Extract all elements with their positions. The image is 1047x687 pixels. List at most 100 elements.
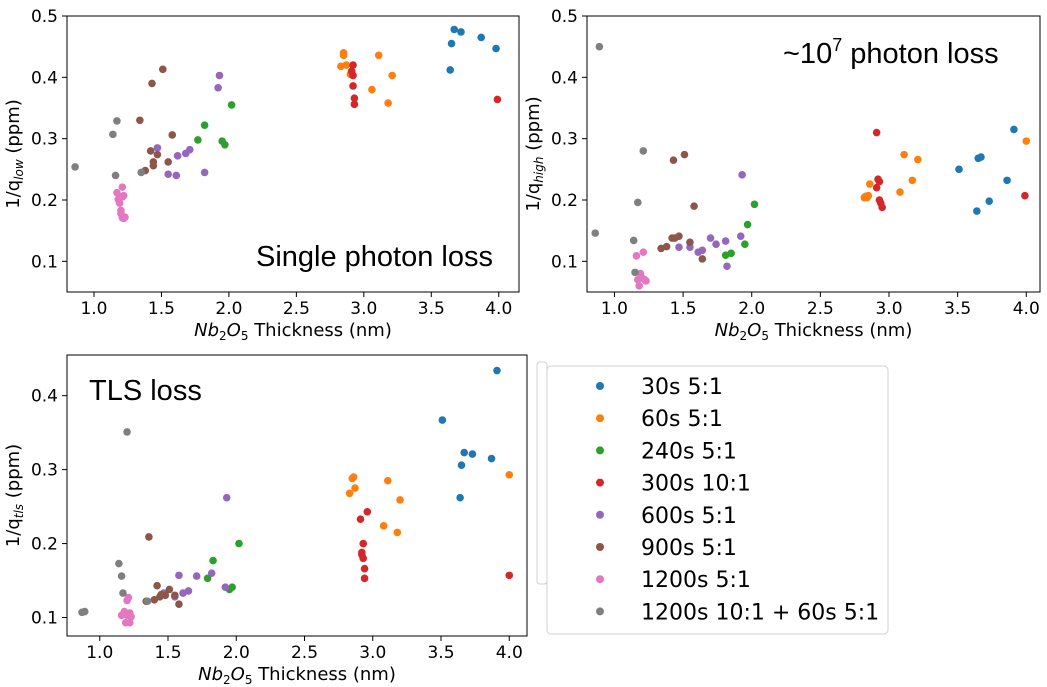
data-point <box>158 65 167 74</box>
data-point <box>662 242 671 251</box>
data-point <box>342 61 351 69</box>
plot-high-photon-loss: 1.0 1.5 2.0 2.5 3.0 3.5 4.0 0.1 0.2 0.3 0.4 0.5 Nb2O… <box>523 7 1041 343</box>
series-900s-5-1 <box>136 65 177 175</box>
data-point <box>127 612 135 621</box>
series-1200s-10-1-60s-5-1 <box>71 117 146 180</box>
data-point <box>669 156 678 164</box>
data-point <box>698 255 707 263</box>
data-point <box>164 170 172 179</box>
data-point <box>738 171 746 179</box>
data-point <box>675 243 683 252</box>
data-point <box>900 150 908 159</box>
data-point <box>493 366 501 375</box>
data-point <box>136 116 144 125</box>
data-point <box>675 232 683 240</box>
y-tick-label: 0.4 <box>31 68 58 88</box>
series-240s-5-1 <box>203 539 243 594</box>
data-point <box>865 180 874 188</box>
data-point <box>207 569 216 577</box>
legend-marker <box>596 414 604 423</box>
data-point <box>741 240 749 248</box>
data-point <box>639 248 648 256</box>
y-tick-label: 0.3 <box>31 130 58 150</box>
y-tick-label: 0.2 <box>31 535 58 555</box>
x-tick-label: 4.0 <box>496 643 523 663</box>
data-point <box>368 85 376 94</box>
data-point <box>872 128 881 137</box>
plot-annotation: Single photon loss <box>256 241 493 273</box>
data-point <box>153 150 162 159</box>
data-point <box>396 496 404 504</box>
data-point <box>175 600 183 609</box>
x-tick-label: 3.5 <box>418 299 445 319</box>
data-point <box>359 539 368 548</box>
data-point <box>374 51 383 60</box>
data-point <box>349 61 357 69</box>
legend-marker <box>596 543 604 551</box>
series-1200s-10-1-60s-5-1 <box>591 42 648 277</box>
data-point <box>123 428 131 436</box>
data-point <box>456 493 464 502</box>
data-point <box>460 448 469 457</box>
x-tick-label: 2.0 <box>223 643 250 663</box>
y-tick-label: 0.4 <box>31 387 58 407</box>
data-point <box>727 249 735 258</box>
data-point <box>200 168 209 177</box>
data-point <box>124 593 133 602</box>
data-point <box>635 282 643 290</box>
data-point <box>743 220 752 229</box>
x-axis-label: Nb2O5 Thickness (nm) <box>198 664 396 687</box>
data-point <box>209 556 217 565</box>
legend: 30s 5:1 60s 5:1 240s 5:1 300s 10:1 600s 5:1 9… <box>536 361 889 635</box>
x-tick-label: 3.0 <box>875 299 902 319</box>
data-point <box>194 136 202 144</box>
data-point <box>350 100 359 109</box>
data-point <box>171 591 179 600</box>
x-tick-label: 2.0 <box>738 299 765 319</box>
data-point <box>686 238 694 247</box>
data-point <box>505 470 514 479</box>
data-point <box>457 28 465 36</box>
data-point <box>192 572 201 580</box>
y-tick-label: 0.5 <box>31 7 58 27</box>
axes-frame <box>66 15 520 293</box>
data-point <box>872 183 881 192</box>
data-point <box>356 515 365 523</box>
data-point <box>117 572 126 580</box>
y-axis-label: 1/qtls (ppm) <box>3 444 26 547</box>
series-300s-10-1 <box>356 507 514 583</box>
data-point <box>690 202 698 210</box>
series-60s-5-1 <box>860 137 1031 202</box>
data-point <box>591 229 600 237</box>
data-point <box>631 268 639 277</box>
data-point <box>148 79 156 88</box>
data-point <box>736 232 745 240</box>
legend-marker <box>596 382 604 390</box>
x-tick-label: 1.0 <box>86 643 113 663</box>
data-point <box>119 589 127 597</box>
data-point <box>214 83 222 92</box>
legend-label: 600s 5:1 <box>641 504 737 529</box>
legend-label: 240s 5:1 <box>641 439 737 464</box>
series-1200s-5-1 <box>117 593 135 627</box>
data-point <box>360 574 369 583</box>
data-point <box>143 597 152 606</box>
data-point <box>595 42 604 51</box>
data-point <box>80 607 89 616</box>
data-point <box>222 493 231 502</box>
data-point <box>113 117 121 125</box>
y-axis-label: 1/qlow (ppm) <box>3 99 26 209</box>
data-point <box>1003 176 1011 185</box>
data-point <box>118 183 127 191</box>
data-point <box>200 121 209 129</box>
data-point <box>1010 125 1018 134</box>
data-point <box>173 152 182 160</box>
data-point <box>457 461 466 469</box>
data-point <box>698 246 707 255</box>
data-point <box>119 191 128 200</box>
data-point <box>450 25 459 34</box>
data-point <box>153 144 162 152</box>
data-point <box>1022 137 1031 145</box>
data-point <box>388 71 396 80</box>
series-60s-5-1 <box>345 470 514 537</box>
